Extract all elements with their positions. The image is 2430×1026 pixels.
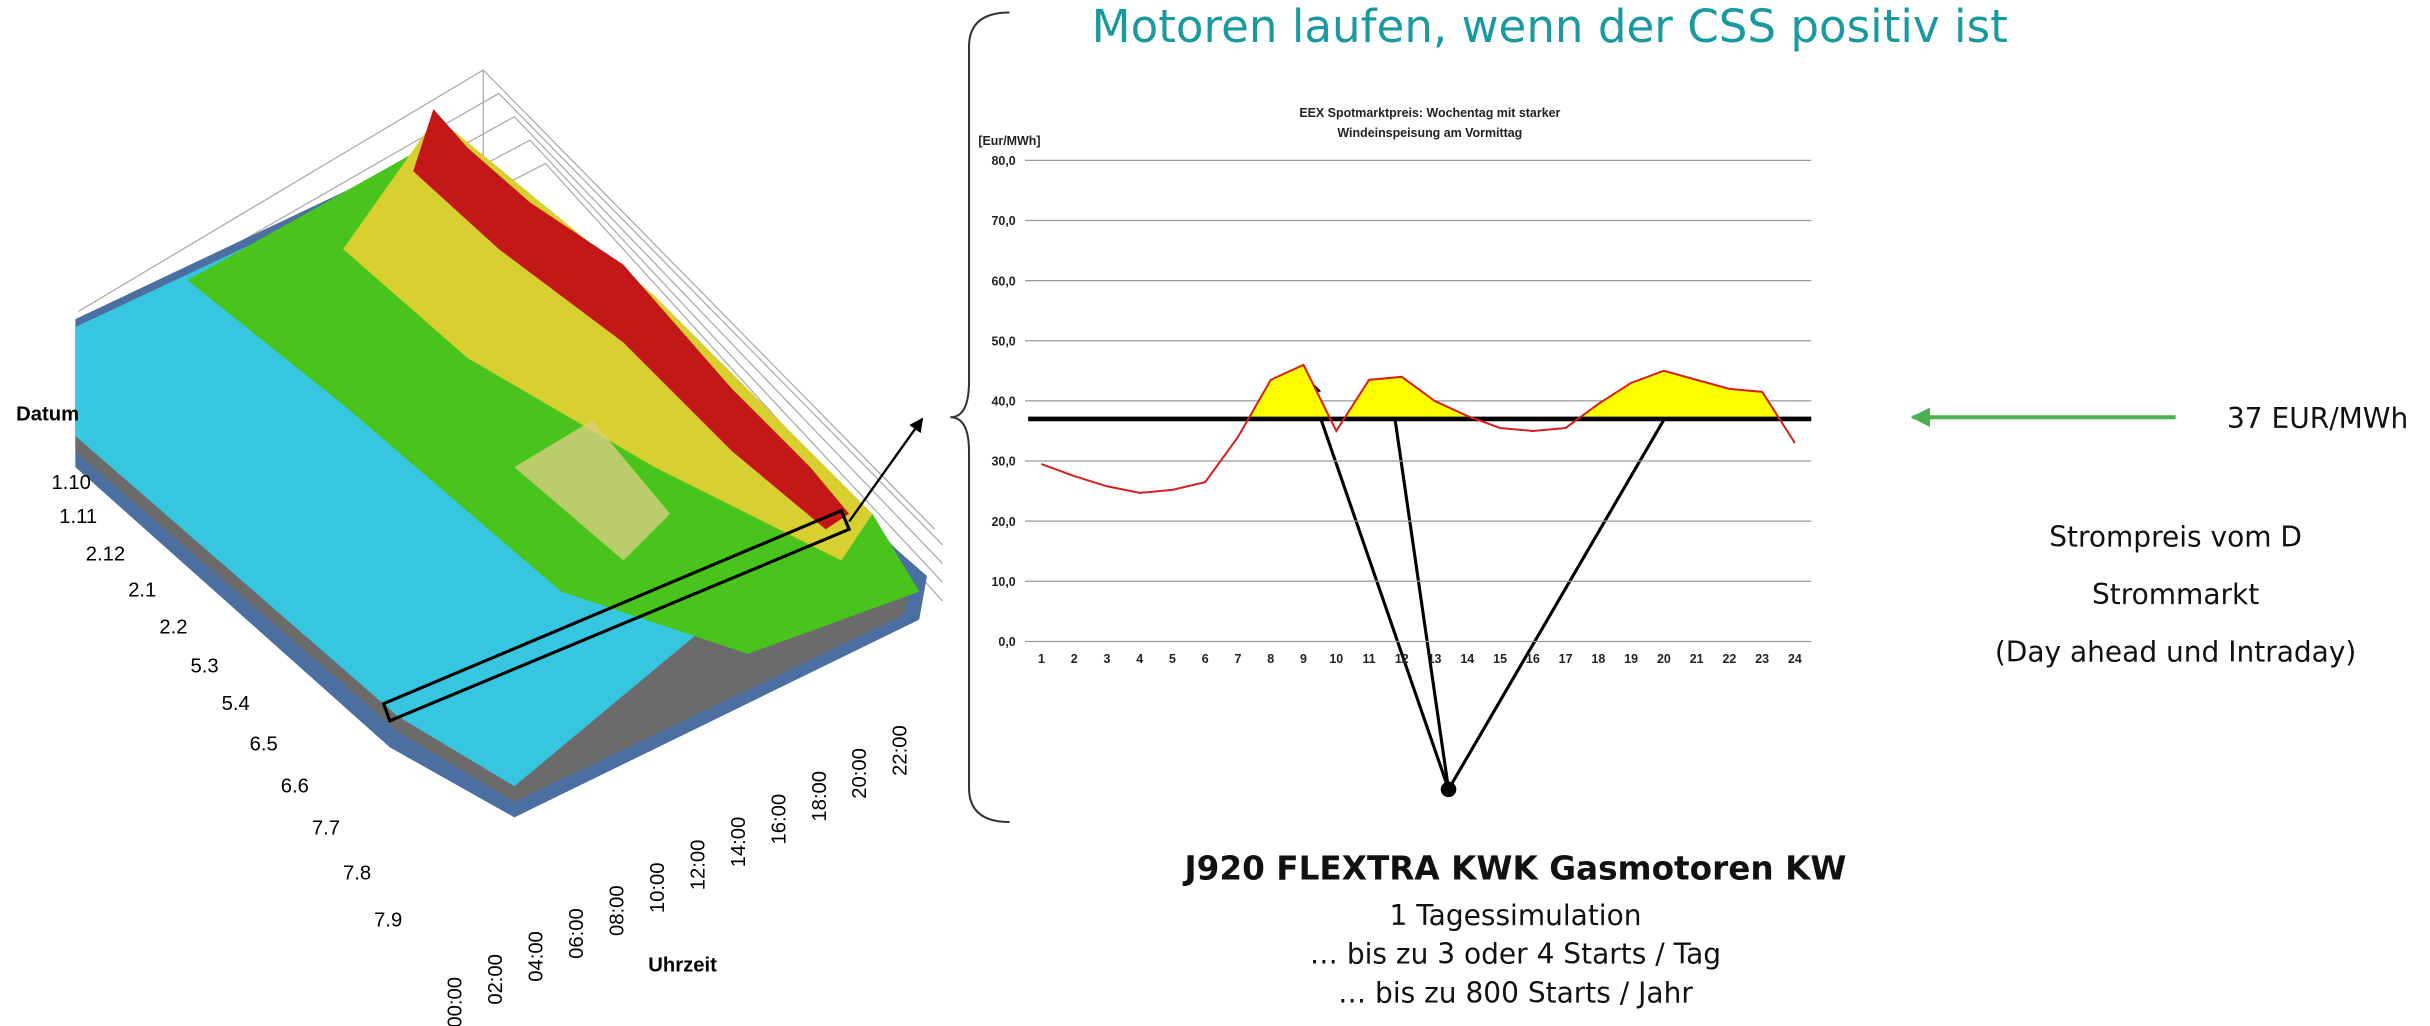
x-tick-label: 20 xyxy=(1657,652,1671,666)
x-tick-label: 12 xyxy=(1395,652,1409,666)
date-label: 6.6 xyxy=(281,775,309,797)
surface-low xyxy=(75,186,748,787)
time-label: 10:00 xyxy=(647,863,669,914)
x-tick-label: 8 xyxy=(1267,652,1274,666)
time-label: 20:00 xyxy=(849,748,871,799)
y-tick-label: 80,0 xyxy=(991,154,1015,168)
surface-ridge xyxy=(514,420,671,561)
date-label: 2.1 xyxy=(128,579,156,601)
reference-label: 37 EUR/MWh xyxy=(2227,402,2408,435)
x-tick-label: 21 xyxy=(1690,652,1704,666)
time-label: 08:00 xyxy=(606,885,628,936)
date-label: 1.11 xyxy=(59,506,97,528)
slide-title: Motoren laufen, wenn der CSS positiv ist xyxy=(1092,0,2008,53)
x-tick-label: 11 xyxy=(1362,652,1375,666)
y-tick-label: 0,0 xyxy=(998,635,1015,649)
x-tick-label: 1 xyxy=(1038,652,1045,666)
market-note: (Day ahead und Intraday) xyxy=(1995,636,2357,669)
x-tick-label: 22 xyxy=(1722,652,1736,666)
date-label: 5.3 xyxy=(190,656,218,678)
date-label: 5.4 xyxy=(222,693,250,715)
above-reference-fill xyxy=(1041,364,1795,419)
market-note: Strommarkt xyxy=(2092,578,2259,611)
x-tick-label: 5 xyxy=(1169,652,1176,666)
arrow xyxy=(848,417,924,523)
date-label: 7.9 xyxy=(374,909,402,931)
y-axis-label: [Eur/MWh] xyxy=(978,134,1040,148)
date-label: 7.7 xyxy=(312,818,340,840)
time-label: 16:00 xyxy=(768,794,790,845)
date-label: 2.2 xyxy=(159,617,187,639)
x-tick-label: 6 xyxy=(1202,652,1209,666)
y-tick-label: 70,0 xyxy=(991,214,1015,228)
x-tick-label: 13 xyxy=(1428,652,1442,666)
time-label: 12:00 xyxy=(687,840,709,891)
date-label: 7.8 xyxy=(343,863,371,885)
time-label: 18:00 xyxy=(809,771,831,822)
x-tick-label: 7 xyxy=(1235,652,1242,666)
surface-plot xyxy=(75,69,944,818)
date-label: 6.5 xyxy=(250,733,278,755)
y-tick-label: 50,0 xyxy=(991,334,1015,348)
x-tick-label: 24 xyxy=(1788,652,1802,666)
x-tick-label: 9 xyxy=(1300,652,1307,666)
highlight-box xyxy=(381,508,852,723)
x-tick-label: 15 xyxy=(1493,652,1507,666)
date-label: 2.12 xyxy=(86,543,125,565)
surface-y-label: Datum xyxy=(16,403,79,425)
x-tick-label: 19 xyxy=(1624,652,1638,666)
x-tick-label: 18 xyxy=(1591,652,1605,666)
date-label: 1.10 xyxy=(52,472,91,494)
engine-point xyxy=(1440,781,1457,798)
y-tick-label: 40,0 xyxy=(991,395,1015,409)
arrows xyxy=(1303,376,1681,791)
line-chart: 0,010,020,030,040,050,060,070,080,01 2 3 4 5… xyxy=(991,154,1812,666)
brace xyxy=(950,11,1010,824)
surface-peak xyxy=(413,108,850,530)
time-label: 04:00 xyxy=(525,931,547,982)
x-tick-label: 23 xyxy=(1755,652,1769,666)
x-tick-label: 10 xyxy=(1329,652,1343,666)
time-label: 06:00 xyxy=(566,908,588,959)
engine-line: 1 Tagessimulation xyxy=(1389,899,1641,932)
y-tick-label: 10,0 xyxy=(991,575,1015,589)
x-tick-label: 4 xyxy=(1136,652,1143,666)
time-label: 02:00 xyxy=(485,954,507,1005)
surface-x-label: Uhrzeit xyxy=(648,955,717,977)
market-note: Strompreis vom D xyxy=(2049,520,2302,553)
y-tick-label: 60,0 xyxy=(991,274,1015,288)
time-label: 00:00 xyxy=(444,977,466,1026)
x-tick-label: 3 xyxy=(1103,652,1110,666)
engine-line: … bis zu 800 Starts / Jahr xyxy=(1338,977,1693,1010)
time-label: 14:00 xyxy=(728,817,750,868)
x-tick-label: 2 xyxy=(1071,652,1078,666)
engine-title: J920 FLEXTRA KWK Gasmotoren KW xyxy=(1182,850,1846,888)
x-tick-label: 16 xyxy=(1526,652,1540,666)
price-line xyxy=(1041,363,1796,494)
x-tick-label: 17 xyxy=(1559,652,1573,666)
engine-line: … bis zu 3 oder 4 Starts / Tag xyxy=(1310,938,1721,971)
x-tick-label: 14 xyxy=(1460,652,1474,666)
y-tick-label: 30,0 xyxy=(991,455,1015,469)
time-label: 22:00 xyxy=(890,725,912,776)
chart-title: Windeinspeisung am Vormittag xyxy=(1337,126,1522,140)
chart-title: EEX Spotmarktpreis: Wochentag mit starke… xyxy=(1299,106,1560,120)
y-tick-label: 20,0 xyxy=(991,515,1015,529)
